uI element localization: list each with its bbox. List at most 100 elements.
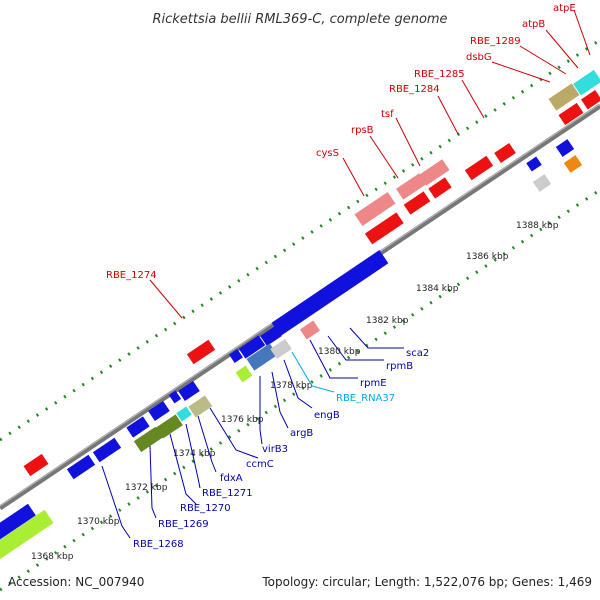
leader-line: [309, 339, 358, 379]
gene-label[interactable]: ccmC: [246, 459, 274, 470]
gene-feature[interactable]: [300, 320, 320, 340]
gene-label[interactable]: rpmB: [386, 361, 413, 372]
bottom-label-leaders: [101, 327, 404, 539]
top-label-leaders: [149, 9, 591, 319]
leader-line: [573, 9, 591, 56]
leader-line: [149, 279, 183, 319]
gene-feature[interactable]: [176, 406, 192, 422]
gene-feature[interactable]: [428, 177, 452, 199]
gene-label[interactable]: RBE_1269: [158, 519, 209, 530]
gene-label[interactable]: RBE_1271: [202, 488, 253, 499]
scale-label: 1372 kbp: [125, 483, 168, 493]
gene-feature[interactable]: [419, 159, 450, 186]
gene-feature[interactable]: [364, 212, 404, 245]
map-title: Rickettsia bellii RML369-C, complete gen…: [152, 12, 447, 27]
gene-label[interactable]: rpsB: [351, 125, 374, 136]
leader-line: [519, 45, 567, 75]
gene-feature[interactable]: [563, 155, 583, 173]
gene-feature[interactable]: [354, 192, 396, 226]
gene-feature[interactable]: [66, 454, 96, 480]
gene-label[interactable]: rpmE: [360, 378, 387, 389]
gene-feature[interactable]: [23, 453, 49, 477]
accession-text: Accession: NC_007940: [8, 575, 144, 589]
gene-feature[interactable]: [532, 174, 552, 192]
leader-line: [197, 415, 217, 473]
gene-feature[interactable]: [155, 414, 183, 439]
gene-feature[interactable]: [526, 156, 542, 172]
gene-label[interactable]: RBE_1289: [470, 36, 521, 47]
leader-line: [209, 407, 259, 459]
gene-label[interactable]: RBE_RNA37: [336, 393, 395, 404]
top-gene-labels: atpE atpB RBE_1289 dsbG RBE_1285 RBE_128…: [106, 3, 576, 281]
gene-feature[interactable]: [403, 191, 431, 215]
scale-label: 1388 kbp: [516, 221, 559, 231]
gene-label[interactable]: atpE: [553, 3, 576, 14]
gene-label[interactable]: cysS: [316, 148, 339, 159]
gene-feature[interactable]: [148, 400, 170, 422]
upper-strand-genes: [23, 69, 600, 480]
leader-line: [259, 376, 263, 445]
leader-line: [461, 79, 485, 119]
scale-label: 1378 kbp: [270, 381, 313, 391]
gene-label[interactable]: engB: [314, 410, 340, 421]
leader-line: [101, 465, 131, 539]
gene-feature[interactable]: [270, 338, 292, 360]
scale-label: 1380 kbp: [318, 347, 361, 357]
gene-feature[interactable]: [271, 250, 389, 336]
gene-feature[interactable]: [168, 390, 182, 404]
upper-tick-track: [0, 38, 600, 442]
leader-line: [291, 351, 335, 393]
leader-line: [283, 359, 313, 409]
leader-line: [349, 327, 404, 349]
gene-feature[interactable]: [581, 89, 600, 110]
leader-line: [369, 135, 399, 179]
gene-label[interactable]: RBE_1268: [133, 539, 184, 550]
gene-feature[interactable]: [178, 380, 200, 402]
scale-label: 1370 kbp: [77, 517, 120, 527]
gene-feature[interactable]: [0, 503, 36, 543]
gene-feature[interactable]: [133, 426, 163, 453]
gene-feature[interactable]: [260, 325, 282, 347]
gene-label[interactable]: virB3: [262, 444, 288, 455]
gene-label[interactable]: RBE_1274: [106, 270, 157, 281]
scale-labels: 1368 kbp 1370 kbp 1372 kbp 1374 kbp 1376…: [31, 221, 559, 562]
gene-feature[interactable]: [573, 69, 600, 96]
gene-feature[interactable]: [555, 139, 575, 157]
gene-label[interactable]: RBE_1270: [180, 503, 231, 514]
gene-feature[interactable]: [0, 509, 54, 563]
gene-feature[interactable]: [464, 155, 494, 181]
gene-feature[interactable]: [92, 437, 122, 463]
gene-feature[interactable]: [235, 365, 253, 383]
gene-label[interactable]: argB: [290, 428, 313, 439]
leader-line: [437, 95, 459, 135]
gene-feature[interactable]: [246, 343, 278, 371]
gene-feature[interactable]: [229, 349, 243, 363]
gene-feature[interactable]: [548, 83, 580, 111]
gene-label[interactable]: tsf: [381, 109, 394, 120]
gene-label[interactable]: dsbG: [466, 52, 492, 63]
gene-label[interactable]: atpB: [522, 19, 545, 30]
leader-line: [545, 29, 579, 69]
gene-feature[interactable]: [238, 335, 266, 359]
leader-line: [491, 61, 551, 83]
genome-summary-text: Topology: circular; Length: 1,522,076 bp…: [261, 575, 592, 589]
leader-line: [327, 335, 384, 361]
gene-feature[interactable]: [494, 142, 516, 164]
gene-feature[interactable]: [188, 395, 213, 418]
gene-label[interactable]: sca2: [406, 348, 429, 359]
leader-line: [149, 445, 157, 519]
gene-label[interactable]: fdxA: [220, 473, 243, 484]
leader-line: [271, 371, 289, 429]
gene-label[interactable]: RBE_1285: [414, 69, 465, 80]
gene-label[interactable]: RBE_1284: [389, 84, 440, 95]
leader-line: [185, 423, 201, 489]
gene-feature[interactable]: [186, 339, 216, 365]
gene-feature[interactable]: [126, 416, 150, 438]
leader-line: [169, 433, 197, 505]
gene-feature[interactable]: [558, 102, 584, 126]
leader-line: [395, 117, 421, 167]
scale-label: 1386 kbp: [466, 252, 509, 262]
scale-label: 1374 kbp: [173, 449, 216, 459]
gene-feature[interactable]: [396, 173, 427, 200]
